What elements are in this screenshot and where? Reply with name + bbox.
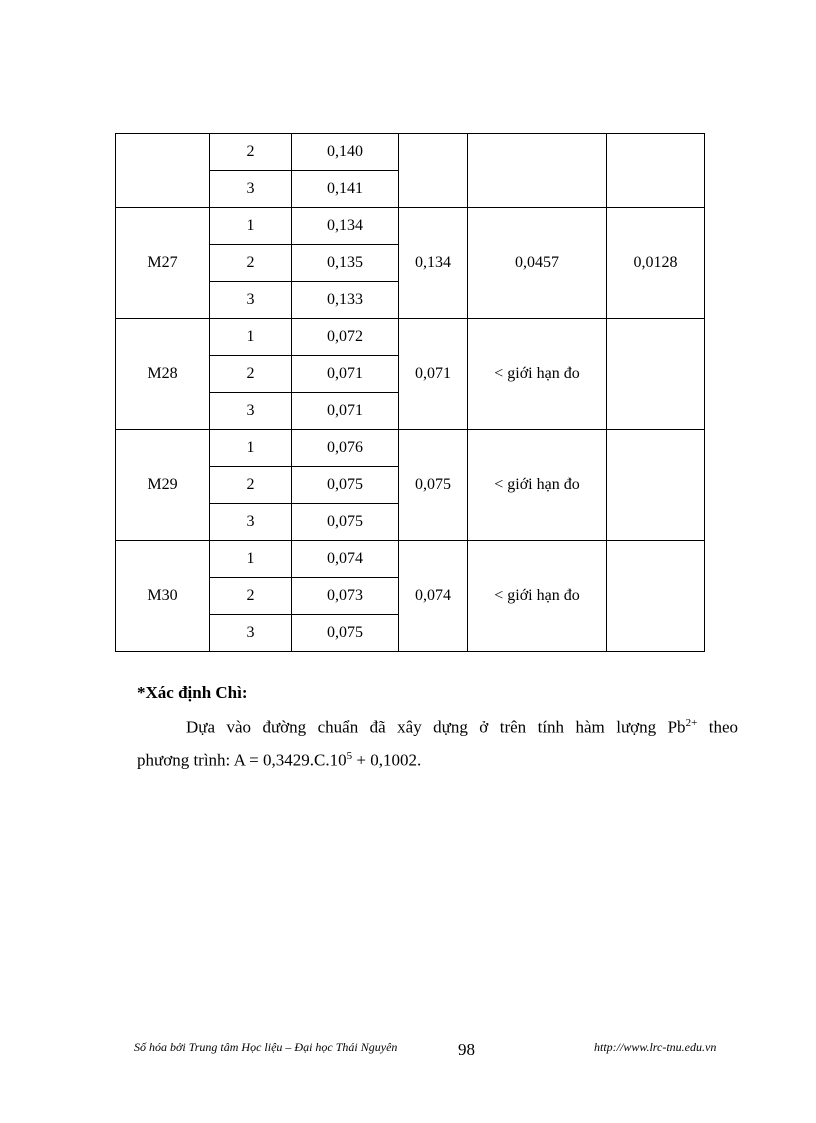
value-cell: 0,134 bbox=[291, 207, 399, 245]
value-cell: 0,074 bbox=[291, 540, 399, 578]
last-cell bbox=[606, 429, 705, 541]
value-cell: 0,135 bbox=[291, 244, 399, 282]
sample-cell: M29 bbox=[115, 429, 210, 541]
rep-cell: 3 bbox=[209, 281, 292, 319]
rep-cell: 1 bbox=[209, 318, 292, 356]
value-cell: 0,140 bbox=[291, 133, 399, 171]
rep-cell: 3 bbox=[209, 170, 292, 208]
text: + 0,1002. bbox=[352, 750, 422, 770]
value-cell: 0,075 bbox=[291, 503, 399, 541]
paragraph-line-2: phương trình: A = 0,3429.C.105 + 0,1002. bbox=[137, 750, 421, 771]
content-cell: < giới hạn đo bbox=[467, 429, 607, 541]
mean-cell: 0,071 bbox=[398, 318, 468, 430]
table-row: 2 0,075 bbox=[116, 466, 705, 504]
text: phương trình: A = 0,3429.C.10 bbox=[137, 750, 347, 770]
table-row: 2 0,140 bbox=[115, 133, 705, 208]
value-cell: 0,075 bbox=[291, 466, 399, 504]
rep-cell: 2 bbox=[209, 355, 292, 393]
table-row: M27 1 0,134 0,134 0,0457 0,0128 bbox=[115, 207, 705, 319]
sample-cell: M27 bbox=[115, 207, 210, 319]
value-cell: 0,076 bbox=[291, 429, 399, 467]
content-cell: 0,0457 bbox=[467, 207, 607, 319]
sample-cell: M30 bbox=[115, 540, 210, 652]
content-cell: < giới hạn đo bbox=[467, 540, 607, 652]
rep-cell: 3 bbox=[209, 392, 292, 430]
mean-cell: 0,134 bbox=[398, 207, 468, 319]
table-row: M30 1 0,074 0,074 < giới hạn đo bbox=[115, 540, 705, 652]
page-number: 98 bbox=[458, 1040, 475, 1059]
value-cell: 0,071 bbox=[291, 355, 399, 393]
results-table: 2 0,140 3 0,141 M27 1 0,134 0,134 0,0457 0,01… bbox=[115, 133, 705, 652]
table-row: 3 0,075 bbox=[116, 503, 705, 541]
value-cell: 0,075 bbox=[291, 614, 399, 652]
table-row: M28 1 0,072 0,071 < giới hạn đo bbox=[115, 318, 705, 430]
content-cell bbox=[467, 133, 607, 208]
rep-cell: 3 bbox=[209, 614, 292, 652]
last-cell: 0,0128 bbox=[606, 207, 705, 319]
table-row: 2 0,071 bbox=[116, 355, 705, 393]
sample-cell bbox=[115, 133, 210, 208]
footer-source: Số hóa bởi Trung tâm Học liệu – Đại học … bbox=[134, 1040, 398, 1054]
last-cell bbox=[606, 540, 705, 652]
superscript: 5 bbox=[346, 750, 353, 762]
rep-cell: 2 bbox=[209, 133, 292, 171]
mean-cell: 0,074 bbox=[398, 540, 468, 652]
rep-cell: 2 bbox=[209, 466, 292, 504]
table-row: M29 1 0,076 0,075 < giới hạn đo bbox=[115, 429, 705, 541]
rep-cell: 1 bbox=[209, 540, 292, 578]
text: Dựa vào đường chuẩn đã xây dựng ở trên t… bbox=[186, 717, 686, 737]
sample-cell: M28 bbox=[115, 318, 210, 430]
section-heading: *Xác định Chì: bbox=[137, 683, 248, 702]
table-row: 3 0,141 bbox=[116, 170, 705, 208]
superscript: 2+ bbox=[685, 717, 698, 729]
value-cell: 0,073 bbox=[291, 577, 399, 615]
rep-cell: 3 bbox=[209, 503, 292, 541]
last-cell bbox=[606, 133, 705, 208]
content-cell: < giới hạn đo bbox=[467, 318, 607, 430]
text: theo bbox=[697, 717, 738, 737]
value-cell: 0,133 bbox=[291, 281, 399, 319]
mean-cell: 0,075 bbox=[398, 429, 468, 541]
rep-cell: 1 bbox=[209, 207, 292, 245]
value-cell: 0,071 bbox=[291, 392, 399, 430]
last-cell bbox=[606, 318, 705, 430]
paragraph-line-1: Dựa vào đường chuẩn đã xây dựng ở trên t… bbox=[186, 717, 738, 738]
rep-cell: 2 bbox=[209, 577, 292, 615]
footer-url[interactable]: http://www.lrc-tnu.edu.vn bbox=[594, 1040, 717, 1054]
value-cell: 0,072 bbox=[291, 318, 399, 356]
mean-cell bbox=[398, 133, 468, 208]
table-row: 3 0,075 bbox=[116, 614, 705, 652]
rep-cell: 2 bbox=[209, 244, 292, 282]
rep-cell: 1 bbox=[209, 429, 292, 467]
table-row: 2 0,073 bbox=[116, 577, 705, 615]
table-row: 2 0,135 bbox=[116, 244, 705, 282]
table-row: 3 0,071 bbox=[116, 392, 705, 430]
table-row: 3 0,133 bbox=[116, 281, 705, 319]
value-cell: 0,141 bbox=[291, 170, 399, 208]
